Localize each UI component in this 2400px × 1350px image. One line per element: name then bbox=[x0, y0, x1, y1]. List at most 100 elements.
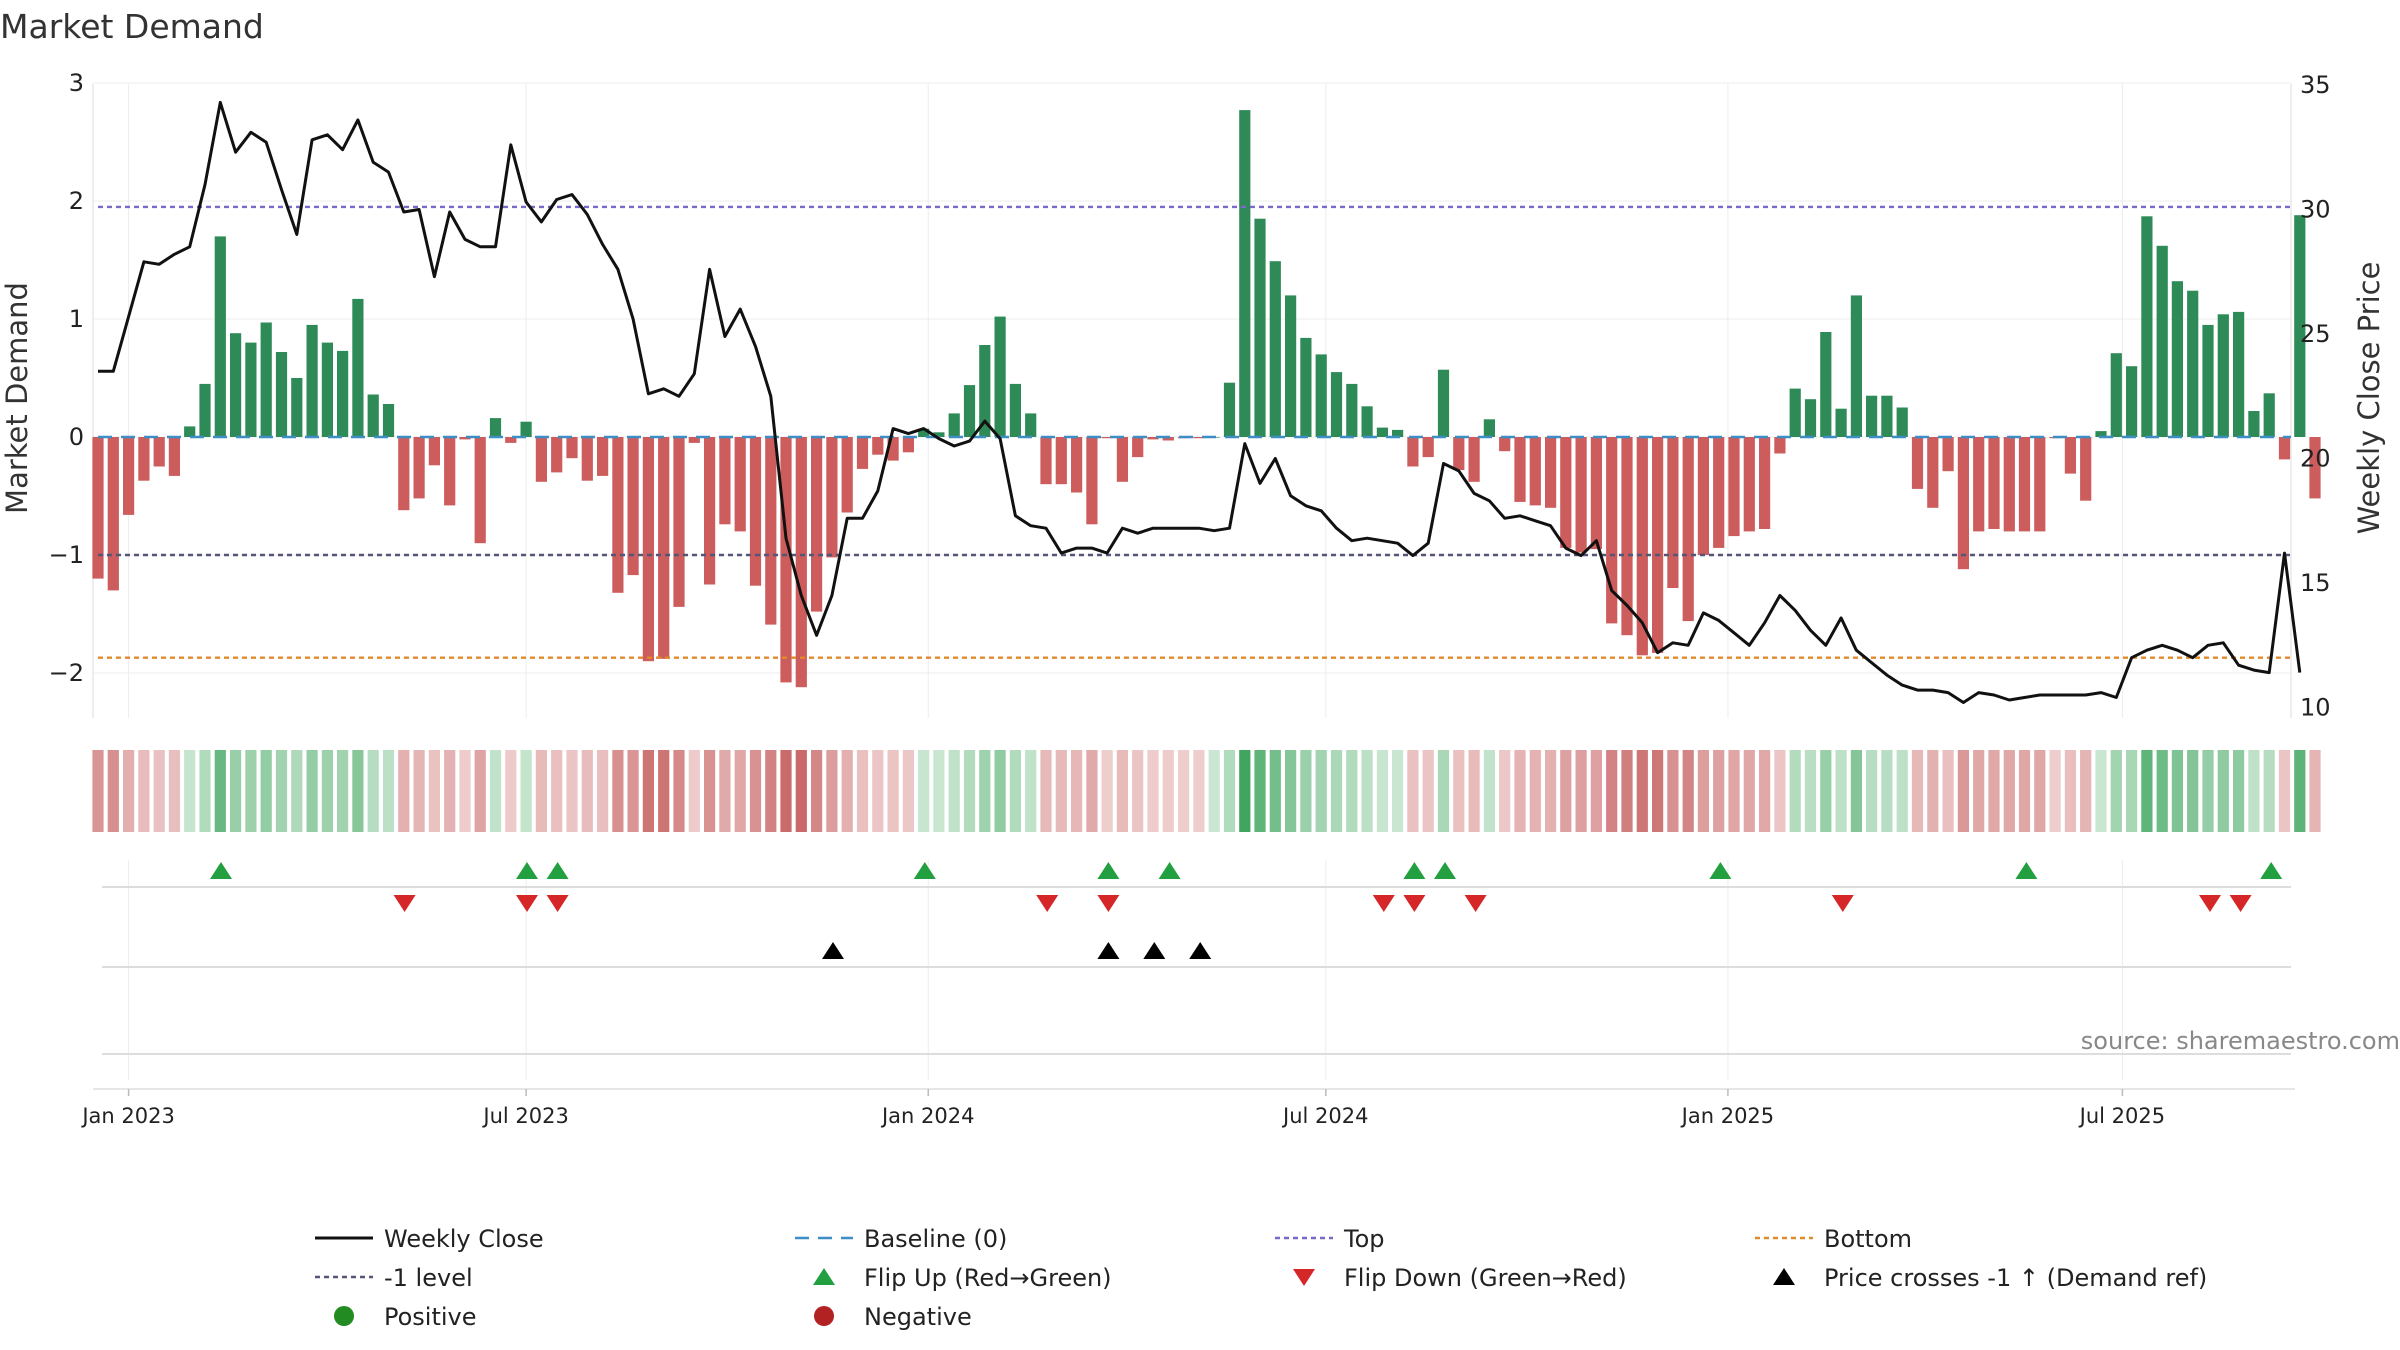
negative-bar bbox=[627, 437, 639, 576]
heat-cell bbox=[2217, 750, 2229, 832]
negative-bar bbox=[1973, 437, 1985, 532]
negative-bar bbox=[107, 437, 119, 591]
legend-swatch bbox=[334, 1306, 354, 1326]
heat-cell bbox=[734, 750, 746, 832]
heat-cell bbox=[963, 750, 976, 832]
negative-bar bbox=[688, 437, 700, 443]
legend-item: -1 level bbox=[315, 1264, 473, 1292]
heat-cell bbox=[1116, 750, 1128, 832]
heat-cell bbox=[2003, 750, 2015, 832]
heat-cell bbox=[1621, 750, 1633, 832]
positive-bar bbox=[214, 236, 226, 437]
positive-bar bbox=[1850, 295, 1862, 437]
negative-bar bbox=[1988, 437, 2000, 529]
negative-bar bbox=[1101, 437, 1113, 439]
heat-cell bbox=[306, 750, 318, 832]
negative-bar bbox=[1590, 437, 1602, 550]
negative-bar bbox=[841, 437, 853, 513]
negative-bar bbox=[1422, 437, 1434, 458]
flip-down-marker bbox=[1464, 895, 1487, 912]
heat-cell bbox=[1606, 750, 1618, 832]
positive-bar bbox=[948, 413, 960, 437]
negative-bar bbox=[535, 437, 547, 482]
flip-up-marker bbox=[2260, 862, 2283, 879]
positive-bar bbox=[1254, 218, 1266, 437]
legend-label: -1 level bbox=[384, 1264, 473, 1292]
positive-bar bbox=[291, 378, 303, 437]
flip-up-marker bbox=[1403, 862, 1426, 879]
positive-bar bbox=[994, 316, 1006, 437]
heat-cell bbox=[2110, 750, 2122, 832]
negative-bar bbox=[597, 437, 609, 476]
heat-cell bbox=[1514, 750, 1526, 832]
positive-bar bbox=[1804, 399, 1817, 437]
heat-cell bbox=[1590, 750, 1602, 832]
positive-bar bbox=[337, 350, 349, 437]
negative-bar bbox=[719, 437, 731, 525]
heat-cell bbox=[489, 750, 502, 832]
positive-bar bbox=[963, 385, 976, 437]
negative-bar bbox=[734, 437, 746, 532]
flip-down-marker bbox=[546, 895, 569, 912]
left-axis-ticks: 3 2 1 0 −1 −2 bbox=[49, 69, 84, 687]
negative-bar bbox=[1193, 437, 1205, 439]
heat-cell bbox=[597, 750, 609, 832]
demand-bars bbox=[92, 110, 2321, 688]
x-tick-label: Jan 2024 bbox=[880, 1104, 975, 1128]
positive-bar bbox=[1223, 382, 1236, 437]
negative-bar bbox=[2018, 437, 2031, 532]
heat-cell bbox=[2049, 750, 2061, 832]
negative-bar bbox=[1560, 437, 1572, 548]
negative-bar bbox=[566, 437, 578, 459]
positive-bar bbox=[1361, 406, 1373, 437]
heat-cell bbox=[1866, 750, 1878, 832]
x-tick-label: Jul 2023 bbox=[481, 1104, 568, 1128]
legend-label: Top bbox=[1343, 1225, 1385, 1253]
heat-cell bbox=[1789, 750, 1801, 832]
heat-cell bbox=[1254, 750, 1266, 832]
heat-cell bbox=[138, 750, 150, 832]
heat-cell bbox=[1636, 750, 1648, 832]
legend-item: Weekly Close bbox=[315, 1225, 544, 1253]
negative-bar bbox=[398, 437, 410, 511]
heat-cell bbox=[765, 750, 777, 832]
positive-bar bbox=[933, 432, 945, 437]
heat-cell bbox=[566, 750, 578, 832]
positive-bar bbox=[2110, 353, 2122, 437]
positive-bar bbox=[1483, 419, 1495, 437]
left-tick-label: −1 bbox=[49, 541, 84, 569]
heat-cell bbox=[642, 750, 654, 832]
heat-cell bbox=[1713, 750, 1725, 832]
positive-bar bbox=[2294, 215, 2306, 437]
legend-item: Baseline (0) bbox=[795, 1225, 1007, 1253]
negative-bar bbox=[168, 437, 180, 476]
flip-down-marker bbox=[1036, 895, 1059, 912]
price-cross-marker bbox=[822, 942, 844, 959]
flip-down-marker bbox=[1831, 895, 1854, 912]
heat-cell bbox=[321, 750, 333, 832]
heat-cell bbox=[749, 750, 762, 832]
negative-bar bbox=[1697, 437, 1709, 555]
heat-cell bbox=[2080, 750, 2092, 832]
heat-cell bbox=[688, 750, 700, 832]
negative-bar bbox=[1759, 437, 1771, 529]
heat-cell bbox=[1483, 750, 1495, 832]
demand-heat-strip bbox=[92, 750, 2321, 832]
negative-bar bbox=[2064, 437, 2076, 474]
reference-lines bbox=[98, 205, 2291, 659]
heat-cell bbox=[1774, 750, 1786, 832]
negative-bar bbox=[642, 437, 654, 662]
legend: Weekly Close Baseline (0) Top Bottom -1 leve… bbox=[315, 1225, 2207, 1331]
heat-cell bbox=[2187, 750, 2199, 832]
flip-down-marker bbox=[516, 895, 538, 912]
heat-cell bbox=[551, 750, 563, 832]
negative-bar bbox=[1545, 437, 1557, 508]
heat-cell bbox=[1468, 750, 1480, 832]
positive-bar bbox=[2263, 393, 2275, 437]
positive-bar bbox=[2171, 281, 2183, 437]
negative-bar bbox=[1927, 437, 1939, 508]
heat-cell bbox=[184, 750, 196, 832]
heat-cell bbox=[979, 750, 991, 832]
positive-bar bbox=[321, 342, 333, 437]
